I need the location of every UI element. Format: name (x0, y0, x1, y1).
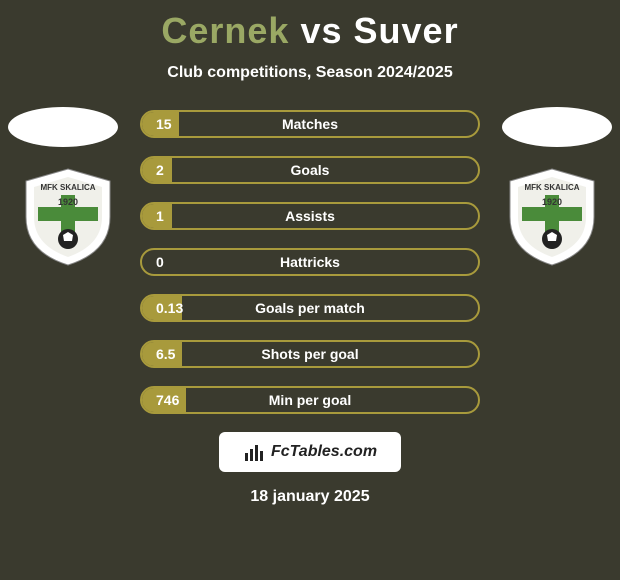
stat-row: 6.5 Shots per goal (140, 340, 480, 368)
player1-photo-placeholder (8, 107, 118, 147)
svg-text:1920: 1920 (542, 197, 562, 207)
player2-name: Suver (354, 10, 459, 51)
stat-row: 2 Goals (140, 156, 480, 184)
stat-value-left: 0 (156, 254, 164, 270)
fctables-logo: FcTables.com (219, 432, 401, 472)
content-area: MFK SKALICA 1920 MFK SKALICA 1920 15 Mat… (0, 107, 620, 506)
stat-label: Goals per match (142, 300, 478, 316)
stat-label: Goals (142, 162, 478, 178)
stat-label: Min per goal (142, 392, 478, 408)
subtitle: Club competitions, Season 2024/2025 (0, 64, 620, 82)
stat-value-left: 0.13 (156, 300, 183, 316)
stat-value-left: 746 (156, 392, 179, 408)
chart-bars-icon (243, 441, 265, 463)
stat-row: 15 Matches (140, 110, 480, 138)
stat-label: Shots per goal (142, 346, 478, 362)
stat-value-left: 2 (156, 162, 164, 178)
crest-year: 1920 (58, 197, 78, 207)
stat-label: Matches (142, 116, 478, 132)
stat-label: Assists (142, 208, 478, 224)
stat-value-left: 1 (156, 208, 164, 224)
date-text: 18 january 2025 (0, 488, 620, 506)
vs-text: vs (300, 10, 342, 51)
stat-row: 1 Assists (140, 202, 480, 230)
crest-name: MFK SKALICA (40, 183, 95, 192)
player1-name: Cernek (161, 10, 289, 51)
stat-row: 0 Hattricks (140, 248, 480, 276)
player1-club-crest: MFK SKALICA 1920 (18, 167, 118, 267)
svg-text:MFK SKALICA: MFK SKALICA (524, 183, 579, 192)
stat-label: Hattricks (142, 254, 478, 270)
player2-club-crest: MFK SKALICA 1920 (502, 167, 602, 267)
stats-container: 15 Matches 2 Goals 1 Assists 0 Hattricks (140, 107, 480, 414)
logo-text: FcTables.com (271, 443, 377, 461)
comparison-title: Cernek vs Suver (0, 0, 620, 52)
stat-value-left: 6.5 (156, 346, 175, 362)
stat-value-left: 15 (156, 116, 172, 132)
stat-row: 0.13 Goals per match (140, 294, 480, 322)
stat-row: 746 Min per goal (140, 386, 480, 414)
player2-photo-placeholder (502, 107, 612, 147)
